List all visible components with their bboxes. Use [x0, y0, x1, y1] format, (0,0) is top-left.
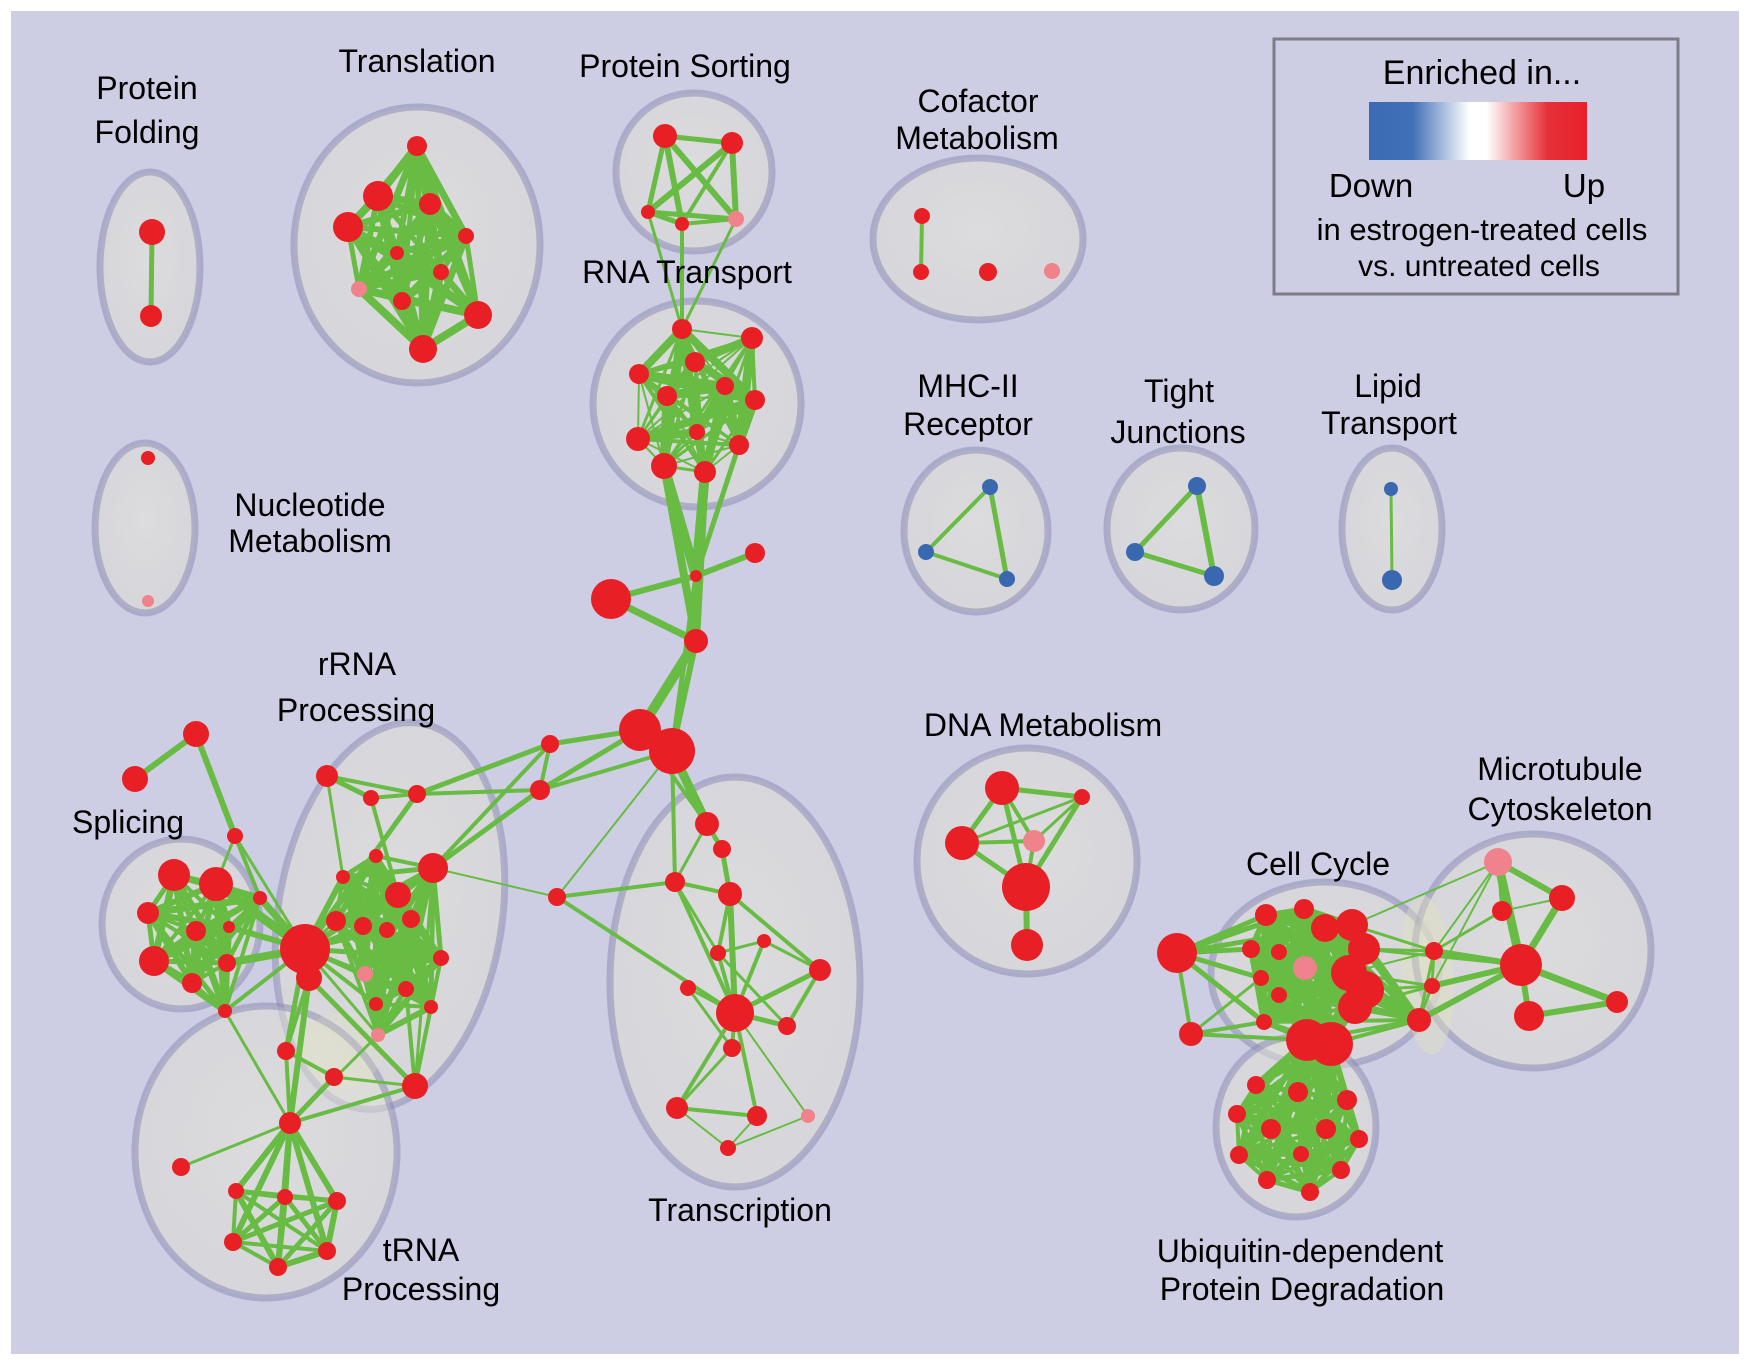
svg-text:rRNA: rRNA: [318, 646, 397, 682]
svg-text:Processing: Processing: [342, 1271, 500, 1307]
svg-text:Cell Cycle: Cell Cycle: [1246, 846, 1390, 882]
svg-text:Protein: Protein: [96, 70, 197, 106]
svg-text:Tight: Tight: [1144, 373, 1214, 409]
svg-text:Folding: Folding: [95, 114, 200, 150]
svg-text:DNA Metabolism: DNA Metabolism: [924, 707, 1162, 743]
svg-text:Splicing: Splicing: [72, 804, 184, 840]
svg-text:in estrogen-treated cells: in estrogen-treated cells: [1317, 212, 1648, 247]
svg-text:Processing: Processing: [277, 692, 435, 728]
svg-text:vs. untreated cells: vs. untreated cells: [1358, 250, 1600, 283]
svg-text:Cofactor: Cofactor: [918, 83, 1039, 119]
svg-text:Protein Sorting: Protein Sorting: [579, 48, 791, 84]
svg-text:Microtubule: Microtubule: [1477, 751, 1642, 787]
svg-text:MHC-II: MHC-II: [917, 368, 1018, 404]
svg-text:tRNA: tRNA: [383, 1232, 460, 1268]
svg-text:Lipid: Lipid: [1354, 368, 1422, 404]
svg-text:Metabolism: Metabolism: [228, 523, 392, 559]
svg-text:Down: Down: [1329, 167, 1413, 204]
svg-text:Junctions: Junctions: [1110, 414, 1245, 450]
svg-text:Protein Degradation: Protein Degradation: [1160, 1271, 1445, 1307]
svg-text:RNA Transport: RNA Transport: [582, 254, 792, 290]
svg-text:Receptor: Receptor: [903, 406, 1033, 442]
svg-text:Enriched in...: Enriched in...: [1383, 54, 1581, 92]
svg-text:Translation: Translation: [338, 43, 495, 79]
svg-text:Nucleotide: Nucleotide: [234, 487, 385, 523]
svg-text:Transcription: Transcription: [648, 1192, 832, 1228]
svg-text:Up: Up: [1563, 167, 1605, 204]
svg-text:Transport: Transport: [1321, 405, 1457, 441]
svg-text:Metabolism: Metabolism: [895, 120, 1059, 156]
svg-text:Ubiquitin-dependent: Ubiquitin-dependent: [1157, 1233, 1444, 1269]
svg-text:Cytoskeleton: Cytoskeleton: [1468, 791, 1653, 827]
